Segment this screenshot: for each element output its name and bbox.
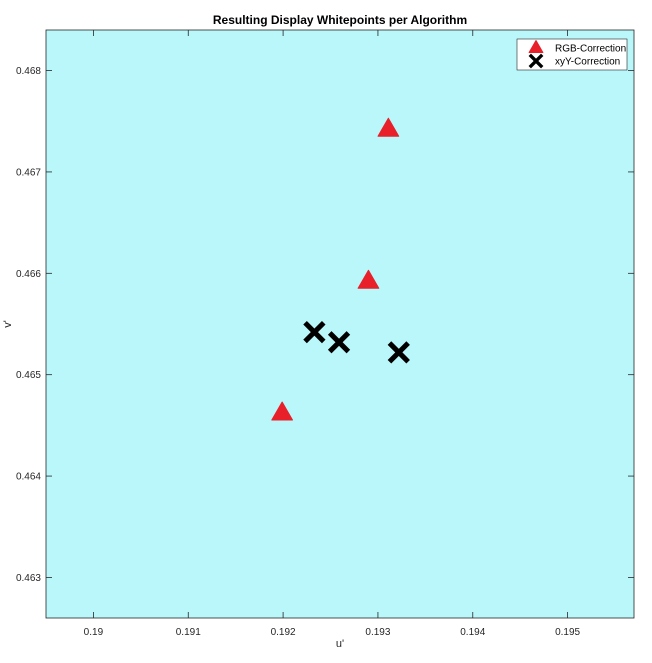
y-axis-title: v' — [2, 320, 14, 328]
x-tick-label: 0.195 — [555, 627, 580, 638]
plot-area — [46, 30, 634, 618]
y-tick-label: 0.465 — [16, 370, 41, 381]
xyy-correction-point — [327, 331, 351, 354]
data-points — [271, 117, 410, 421]
rgb-correction-point — [357, 269, 380, 289]
y-tick-label: 0.463 — [16, 573, 41, 584]
y-tick-label: 0.464 — [16, 472, 41, 483]
legend-marker-xyy — [528, 53, 544, 69]
rgb-correction-point — [271, 401, 293, 421]
xyy-correction-point — [303, 320, 326, 344]
rgb-correction-point — [377, 117, 400, 137]
x-tick-label: 0.193 — [365, 627, 390, 638]
y-tick-label: 0.467 — [16, 167, 41, 178]
legend-label: RGB-Correction — [555, 44, 626, 55]
plot-border — [45, 29, 635, 619]
x-tick-label: 0.191 — [176, 627, 201, 638]
x-tick-label: 0.19 — [84, 627, 104, 638]
legend-entries: RGB-Correction xyY-Correction — [528, 40, 626, 69]
x-tick-label: 0.192 — [271, 627, 296, 638]
x-axis-title: u' — [336, 638, 344, 650]
legend: RGB-Correction xyY-Correction — [516, 38, 628, 71]
y-tick-label: 0.468 — [16, 66, 41, 77]
axis-ticks: 0.19 0.191 0.192 0.193 0.194 0.195 0.463 0.464 0… — [16, 30, 634, 638]
xyy-correction-point — [387, 341, 410, 364]
chart-title: Resulting Display Whitepoints per Algori… — [213, 13, 467, 27]
legend-marker-rgb — [528, 40, 544, 54]
legend-label: xyY-Correction — [555, 57, 620, 68]
x-tick-label: 0.194 — [460, 627, 485, 638]
y-tick-label: 0.466 — [16, 269, 41, 280]
